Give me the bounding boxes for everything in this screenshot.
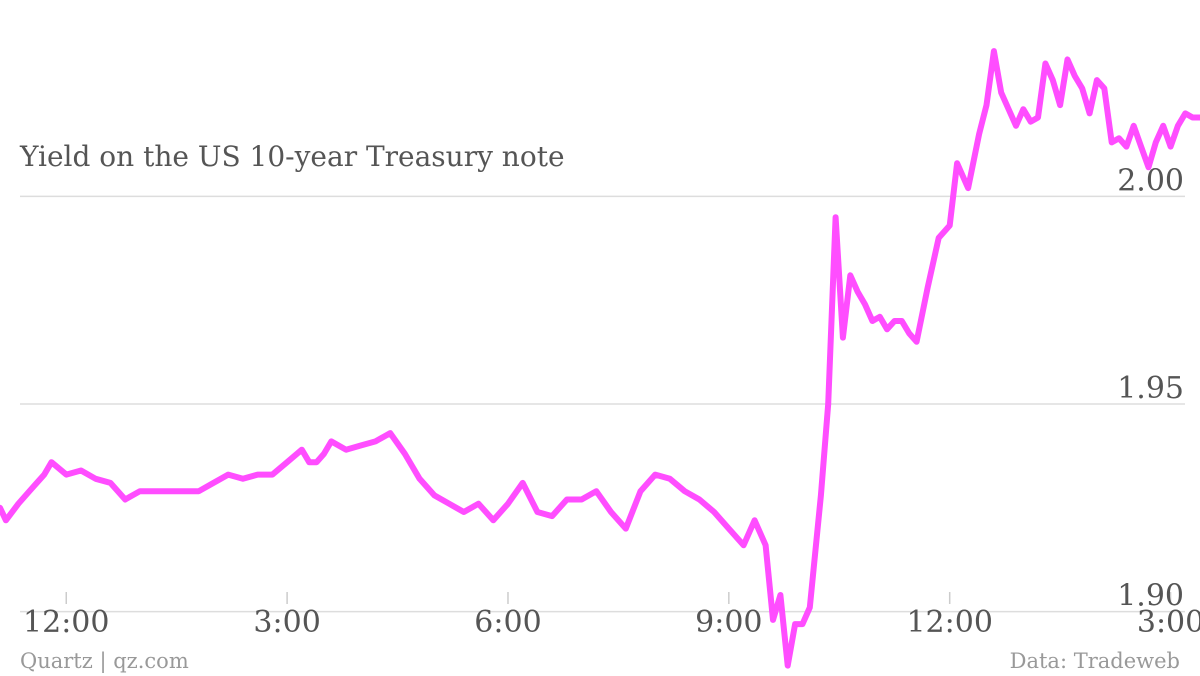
source-credit-left: Quartz | qz.com <box>20 649 189 674</box>
x-tick-label: 6:00 <box>474 605 541 640</box>
chart-title: Yield on the US 10-year Treasury note <box>19 140 565 173</box>
x-tick-label: 3:00 <box>1137 605 1200 640</box>
source-credit-right: Data: Tradeweb <box>1010 649 1180 673</box>
gridlines <box>20 195 1185 613</box>
yield-series-line <box>0 48 1200 669</box>
x-tick-labels: 12:00 3:00 6:00 9:00 12:00 3:00 <box>23 605 1200 640</box>
y-tick-label: 2.00 <box>1117 163 1184 198</box>
x-tick-marks <box>65 592 1172 604</box>
x-tick-label: 12:00 <box>23 605 109 640</box>
x-tick-label: 9:00 <box>695 605 762 640</box>
y-tick-labels: 2.00 1.95 1.90 <box>1117 163 1184 613</box>
y-tick-label: 1.90 <box>1117 579 1184 614</box>
x-tick-label: 12:00 <box>906 605 992 640</box>
x-tick-label: 3:00 <box>253 605 320 640</box>
y-tick-label: 1.95 <box>1117 371 1184 406</box>
